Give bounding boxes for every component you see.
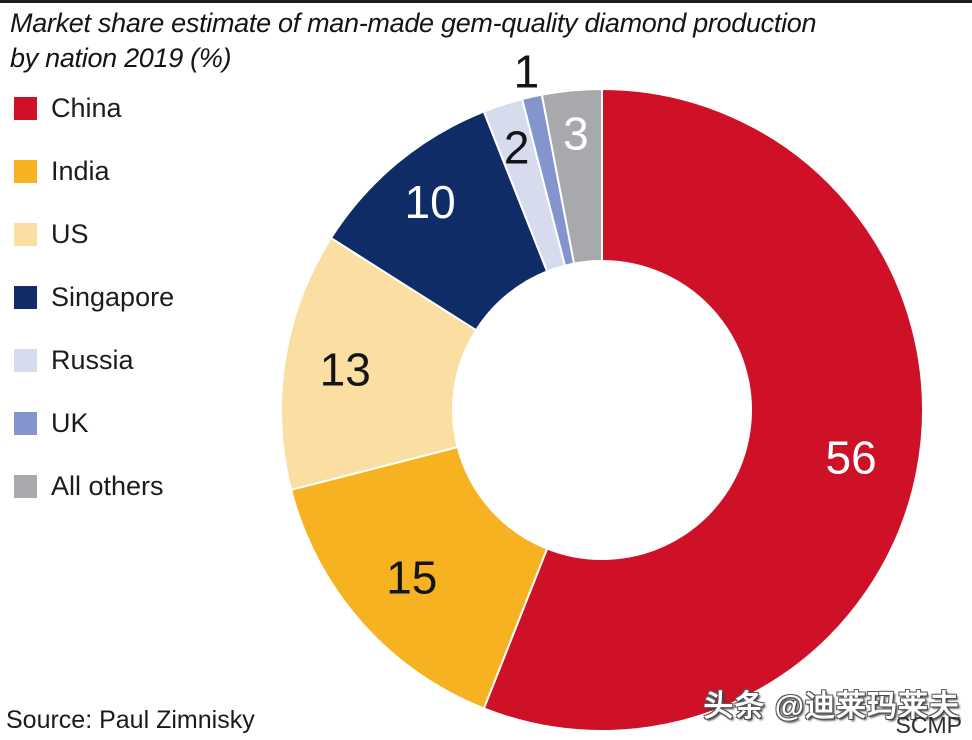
slice-value-label-singapore: 10 — [405, 176, 456, 228]
legend-item-russia: Russia — [14, 344, 174, 375]
credit-scmp: SCMP — [895, 712, 962, 738]
donut-slice-china — [482, 88, 924, 732]
chart-title: Market share estimate of man-made gem-qu… — [10, 6, 817, 76]
slice-value-label-china: 56 — [826, 432, 877, 484]
slice-value-label-uk: 1 — [514, 46, 540, 98]
slice-value-label-all-others: 3 — [563, 108, 589, 160]
legend-swatch — [14, 285, 37, 309]
source-note: Source: Paul Zimnisky — [6, 706, 255, 734]
legend-label: UK — [51, 407, 89, 438]
slice-value-label-india: 15 — [386, 552, 437, 604]
legend-swatch — [14, 159, 37, 183]
legend-item-all-others: All others — [14, 470, 174, 501]
legend-swatch — [14, 348, 37, 372]
legend-swatch — [14, 96, 37, 120]
legend-swatch — [14, 474, 37, 498]
legend-label: Russia — [51, 344, 134, 375]
legend-label: China — [51, 92, 122, 123]
legend-label: US — [51, 218, 89, 249]
watermark-text: 头条 @迪莱玛莱夫 — [703, 690, 960, 723]
legend-swatch — [14, 222, 37, 246]
donut-slice-india — [290, 446, 549, 710]
donut-slice-all-others — [540, 88, 603, 265]
top-border-line — [0, 0, 972, 3]
legend-item-us: US — [14, 218, 174, 249]
legend-item-singapore: Singapore — [14, 281, 175, 312]
legend-swatch — [14, 411, 37, 435]
legend: China India US Singapore Russia UK All others — [14, 92, 175, 501]
legend-item-china: China — [14, 92, 174, 123]
slice-value-label-russia: 2 — [504, 122, 530, 174]
legend-item-india: India — [14, 155, 174, 186]
legend-item-uk: UK — [14, 407, 174, 438]
legend-label: Singapore — [51, 281, 175, 312]
legend-label: India — [51, 155, 110, 186]
slice-value-label-us: 13 — [320, 343, 371, 395]
donut-slice-us — [280, 237, 478, 491]
chart-title-line2: by nation 2019 (%) — [10, 43, 232, 73]
legend-label: All others — [51, 470, 164, 501]
chart-title-line1: Market share estimate of man-made gem-qu… — [10, 8, 817, 38]
